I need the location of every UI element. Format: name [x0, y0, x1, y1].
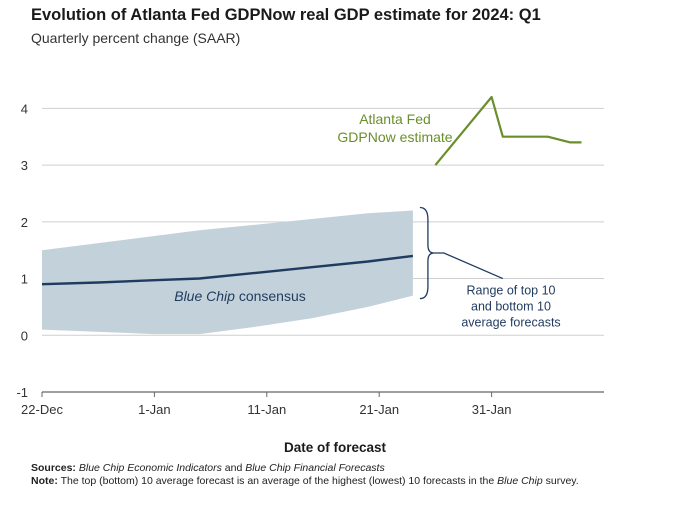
- range-leader-line: [433, 252, 504, 280]
- chart-subtitle: Quarterly percent change (SAAR): [31, 30, 241, 46]
- y-tick-label: 2: [21, 215, 28, 230]
- footer-italic-text: Blue Chip: [497, 475, 543, 487]
- x-tick-label: 1-Jan: [138, 402, 171, 417]
- footer-italic-text: Blue Chip Financial Forecasts: [245, 462, 385, 474]
- footer-text: The top (bottom) 10 average forecast is …: [60, 475, 498, 487]
- x-tick-label: 22-Dec: [21, 402, 63, 417]
- gdpnow-line: [434, 95, 582, 166]
- x-tick-label: 21-Jan: [359, 402, 399, 417]
- gdpnow-annotation-line: Atlanta Fed: [359, 111, 431, 127]
- note-text: The top (bottom) 10 average forecast is …: [61, 475, 579, 487]
- x-tick-label: 11-Jan: [247, 402, 286, 417]
- range-bracket: [419, 206, 434, 300]
- note-line: Note: The top (bottom) 10 average foreca…: [31, 475, 671, 488]
- y-tick-label: 1: [21, 272, 28, 287]
- gdpnow-annotation-line: GDPNow estimate: [337, 129, 452, 145]
- y-tick-label: 3: [21, 158, 28, 173]
- footer-text: survey.: [542, 475, 579, 487]
- chart-footer: Sources: Blue Chip Economic Indicators a…: [31, 462, 671, 488]
- x-tick-label: 31-Jan: [472, 402, 512, 417]
- consensus-annotation-italic: Blue Chip: [174, 288, 235, 304]
- range-annotation-line: Range of top 10: [467, 283, 556, 297]
- consensus-annotation-rest: consensus: [235, 288, 306, 304]
- sources-line: Sources: Blue Chip Economic Indicators a…: [31, 462, 671, 475]
- chart-plot: -1 0 1 2 3 4 22-Dec 1-Jan 11-Jan 21-Jan 31-Jan Date…: [16, 95, 604, 455]
- x-axis-title: Date of forecast: [284, 440, 387, 455]
- range-annotation-line: and bottom 10: [471, 299, 551, 313]
- footer-italic-text: Blue Chip Economic Indicators: [78, 462, 222, 474]
- forecast-range-band: [42, 210, 413, 335]
- range-annotation-line: average forecasts: [461, 315, 560, 329]
- sources-label: Sources:: [31, 462, 76, 474]
- y-tick-label: 4: [21, 101, 28, 116]
- chart-title: Evolution of Atlanta Fed GDPNow real GDP…: [31, 6, 541, 24]
- footer-text: and: [221, 462, 246, 474]
- sources-text: Blue Chip Economic Indicators and Blue C…: [79, 462, 385, 474]
- consensus-annotation: Blue Chip consensus: [174, 288, 306, 304]
- y-tick-label: 0: [21, 328, 28, 343]
- note-label: Note:: [31, 475, 58, 487]
- y-tick-label: -1: [16, 385, 28, 400]
- consensus-line: [41, 254, 414, 286]
